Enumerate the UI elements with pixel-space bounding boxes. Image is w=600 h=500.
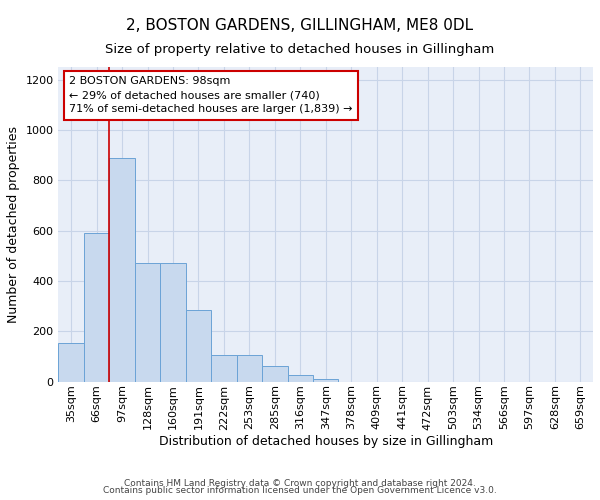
Bar [186,310,211,382]
Text: Contains HM Land Registry data © Crown copyright and database right 2024.: Contains HM Land Registry data © Crown c… [124,478,476,488]
Text: 2 BOSTON GARDENS: 98sqm
← 29% of detached houses are smaller (740)
71% of semi-d: 2 BOSTON GARDENS: 98sqm ← 29% of detache… [69,76,353,114]
Text: Size of property relative to detached houses in Gillingham: Size of property relative to detached ho… [106,42,494,56]
Bar [287,374,313,382]
Bar [84,233,109,382]
Bar [58,342,84,382]
Bar [135,264,160,382]
Bar [160,264,186,382]
Bar [262,366,287,382]
Text: 2, BOSTON GARDENS, GILLINGHAM, ME8 0DL: 2, BOSTON GARDENS, GILLINGHAM, ME8 0DL [127,18,473,32]
Bar [236,355,262,382]
Text: Contains public sector information licensed under the Open Government Licence v3: Contains public sector information licen… [103,486,497,495]
Bar [313,378,338,382]
Bar [211,355,236,382]
X-axis label: Distribution of detached houses by size in Gillingham: Distribution of detached houses by size … [158,435,493,448]
Y-axis label: Number of detached properties: Number of detached properties [7,126,20,323]
Bar [109,158,135,382]
